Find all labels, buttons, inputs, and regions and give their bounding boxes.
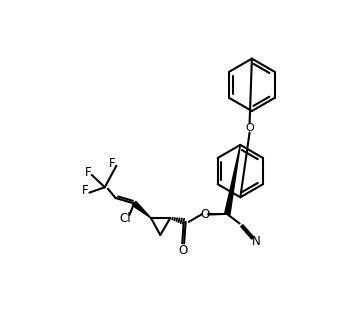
Polygon shape [208, 213, 227, 215]
Text: Cl: Cl [120, 212, 132, 224]
Text: F: F [82, 184, 89, 197]
Text: O: O [200, 208, 210, 221]
Text: O: O [245, 123, 254, 133]
Text: O: O [178, 244, 187, 257]
Polygon shape [225, 145, 240, 215]
Text: F: F [109, 157, 116, 170]
Text: F: F [84, 166, 91, 179]
Text: N: N [252, 235, 261, 248]
Polygon shape [132, 201, 151, 218]
